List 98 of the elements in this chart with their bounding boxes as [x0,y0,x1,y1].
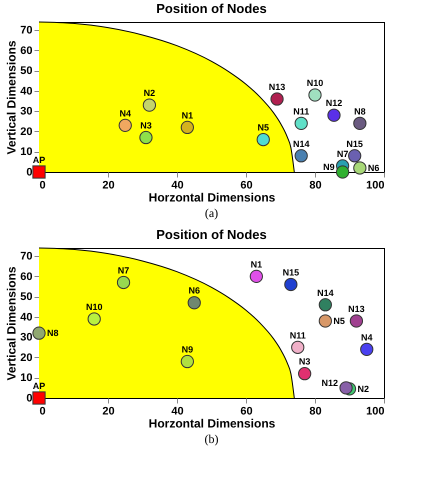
series-label: N4 [119,108,132,118]
y-tick-label: 40 [20,311,32,324]
series-label: AP [32,381,46,391]
point [139,130,153,144]
x-tick-label: 20 [102,180,115,192]
point [180,354,194,368]
point [32,165,46,179]
series-label: N1 [250,259,262,270]
point [270,92,284,106]
series-label: N10 [86,302,102,312]
point [291,340,304,354]
series-label: N13 [268,82,286,92]
series-label: N9 [323,162,335,172]
point [327,108,341,122]
point [180,120,194,134]
text: (b) [204,432,218,446]
x-tick-label: 20 [102,406,115,418]
chart-title: Position of Nodes [156,227,267,242]
point [336,165,350,179]
y-axis-title: Vertical Dimensions [4,40,18,155]
x-tick-label: 40 [171,406,184,418]
series-label: N8 [47,328,59,338]
series-label: N15 [282,267,300,278]
point [360,342,374,356]
x-tick-label: 100 [366,180,384,192]
point [142,98,156,112]
point [284,278,298,292]
series-label: N9 [182,344,194,355]
series-label: N12 [326,98,342,108]
point [350,314,364,328]
point [250,270,263,283]
point [308,88,322,102]
point [294,149,308,162]
series-label: N11 [293,106,310,116]
chart-title: Position of Nodes [156,1,267,16]
series-label: N3 [140,120,152,131]
x-tick-label: 0 [40,180,46,192]
x-axis-title: Horzontal Dimensions [148,190,276,204]
point [88,312,101,326]
series-label: N15 [346,138,363,149]
y-tick-label: 70 [20,250,32,263]
series-label: N11 [290,330,306,340]
x-tick-label: 40 [171,180,184,192]
y-tick-label: 40 [20,85,32,98]
series-label: N6 [188,286,200,296]
x-tick-label: 0 [40,406,46,418]
point [116,276,130,290]
series-label: AP [32,155,46,165]
series-label: N10 [306,78,324,88]
y-tick-label: 60 [20,270,32,283]
series-label: N8 [354,106,366,116]
series-label: N12 [322,378,338,388]
x-tick-label: 80 [309,406,322,418]
point [318,314,332,328]
series-label: N14 [292,138,310,149]
point [318,298,332,312]
series-label: N3 [298,356,310,367]
point [339,381,353,394]
y-tick-label: 0 [26,166,32,178]
text: (a) [204,206,218,220]
y-tick-label: 30 [20,332,32,344]
series-label: N5 [257,122,270,133]
series-label: N2 [144,88,156,98]
series-label: N7 [118,265,130,276]
y-tick-label: 20 [20,126,32,138]
y-tick-label: 10 [20,372,32,384]
point [32,391,46,405]
y-tick-label: 10 [20,146,32,158]
y-tick-label: 0 [26,392,32,404]
y-tick-label: 30 [20,106,32,118]
series-label: N2 [358,384,370,394]
series-label: N13 [348,304,365,314]
point [32,326,46,340]
y-tick-label: 60 [20,44,32,57]
point [118,118,132,132]
point [294,116,308,130]
series-label: N1 [182,110,194,120]
y-tick-label: 70 [20,24,32,37]
series-label: N6 [368,162,380,173]
y-tick-label: 50 [20,291,32,304]
y-tick-label: 50 [20,65,32,78]
x-tick-label: 60 [240,406,253,418]
y-axis-title: Vertical Dimensions [4,266,18,381]
y-tick-label: 20 [20,352,32,364]
point [298,367,312,380]
series-label: N5 [333,316,345,326]
x-tick-label: 100 [366,406,384,418]
point [353,161,366,175]
series-label: N14 [317,288,334,298]
point [353,116,366,130]
series-label: N4 [360,332,373,342]
x-tick-label: 60 [240,180,253,192]
point [256,132,270,146]
series-label: N7 [336,148,348,159]
x-tick-label: 80 [309,180,322,192]
point [188,296,201,310]
point [348,149,362,162]
x-axis-title: Horzontal Dimensions [148,416,276,430]
